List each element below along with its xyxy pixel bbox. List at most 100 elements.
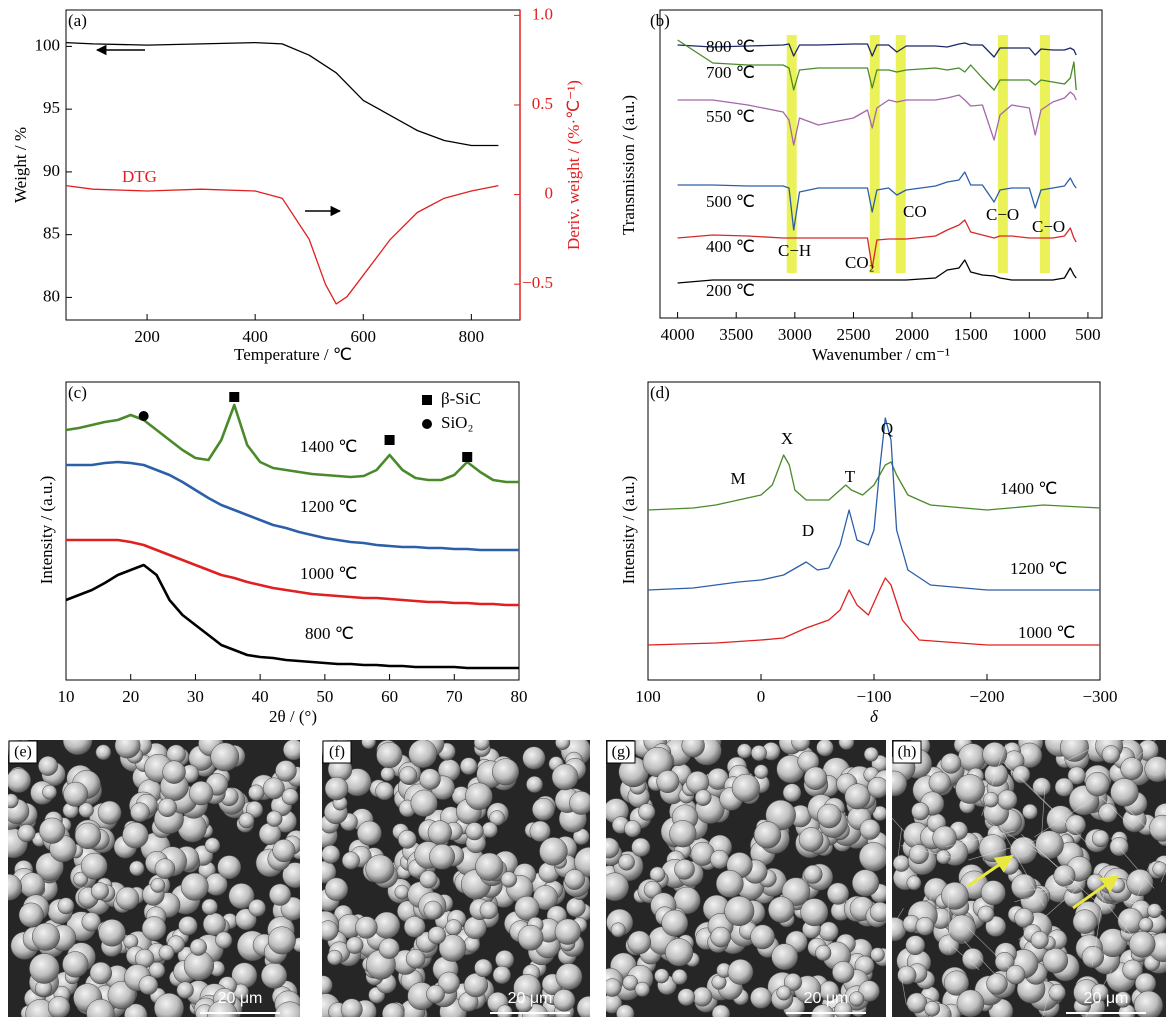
- particle: [530, 821, 551, 842]
- annotation: X: [781, 429, 793, 448]
- particle: [925, 1001, 940, 1016]
- x-tick-label: 40: [252, 687, 269, 706]
- x-tick-label: 600: [351, 327, 377, 346]
- series-label: 1200 ℃: [1010, 559, 1067, 578]
- y-tick-label: 100: [35, 35, 61, 54]
- x-tick-label: 30: [187, 687, 204, 706]
- annotation: C−O: [986, 205, 1019, 224]
- particle: [1022, 804, 1037, 819]
- particle: [1060, 733, 1088, 761]
- series-label: 550 ℃: [706, 107, 755, 126]
- annotation: Q: [881, 419, 893, 438]
- particle: [346, 937, 363, 954]
- particle: [18, 824, 35, 841]
- particle: [501, 872, 517, 888]
- x-tick-label: 0: [757, 687, 766, 706]
- particle: [189, 781, 213, 805]
- particle: [1147, 904, 1161, 918]
- highlight-band: [1040, 35, 1050, 273]
- x-tick-label: 50: [316, 687, 333, 706]
- particle: [215, 932, 232, 949]
- particle: [129, 861, 144, 876]
- particle: [1013, 766, 1030, 783]
- particle: [7, 768, 31, 792]
- sem-image: [0, 726, 308, 1019]
- particle: [1145, 756, 1170, 781]
- particle: [638, 804, 655, 821]
- particle: [249, 899, 266, 916]
- annotation: DTG: [122, 167, 157, 186]
- particle: [366, 855, 394, 883]
- particle: [283, 739, 304, 760]
- particle: [635, 982, 650, 997]
- particle: [151, 878, 165, 892]
- particle: [751, 925, 775, 949]
- particle: [566, 898, 585, 917]
- particle: [526, 776, 542, 792]
- particle: [929, 772, 951, 794]
- particle: [406, 949, 425, 968]
- particle: [981, 881, 1005, 905]
- series-label: 1200 ℃: [300, 497, 357, 516]
- x-axis-label: 2θ / (°): [269, 707, 317, 726]
- series-label: 700 ℃: [706, 63, 755, 82]
- particle: [662, 910, 688, 936]
- y2-tick-label: 1.0: [532, 4, 553, 23]
- particle: [906, 936, 925, 955]
- particle: [860, 819, 880, 839]
- y2-tick-label: −0.5: [522, 273, 553, 292]
- particle: [446, 919, 462, 935]
- legend-symbol: [422, 395, 432, 405]
- particle: [804, 767, 827, 790]
- particle: [611, 923, 625, 937]
- particle: [555, 735, 570, 750]
- x-axis-label: Temperature / ℃: [234, 345, 352, 364]
- particle: [269, 884, 291, 906]
- y-axis-label: Intensity / (a.u.): [619, 476, 638, 585]
- particle: [465, 783, 492, 810]
- particle: [58, 898, 74, 914]
- y-axis-label: Intensity / (a.u.): [37, 476, 56, 585]
- particle: [379, 938, 399, 958]
- x-tick-label: −200: [969, 687, 1004, 706]
- particle: [912, 802, 930, 820]
- x-tick-label: 500: [1075, 325, 1101, 344]
- particle: [4, 794, 18, 808]
- particle: [63, 782, 87, 806]
- x-axis-label: δ: [870, 707, 879, 726]
- y2-tick-label: 0: [545, 183, 554, 202]
- fiber: [1166, 770, 1170, 826]
- plot-frame: [660, 10, 1102, 318]
- particle: [181, 873, 208, 900]
- particle: [98, 801, 121, 824]
- particle: [116, 887, 139, 910]
- particle: [577, 996, 601, 1019]
- y2-axis-label: Deriv. weight / (%·℃⁻¹): [564, 80, 583, 250]
- series-label: 400 ℃: [706, 237, 755, 256]
- page: {"chart_data": [ {"type": "line", "panel…: [0, 0, 1172, 1019]
- particle: [282, 788, 298, 804]
- particle: [754, 822, 781, 849]
- particle: [428, 926, 446, 944]
- particle: [956, 774, 985, 803]
- panel-label: (b): [650, 11, 670, 30]
- particle: [845, 784, 870, 809]
- series-label: 500 ℃: [706, 192, 755, 211]
- particle: [261, 963, 287, 989]
- scale-bar-label: 20 μm: [218, 990, 263, 1007]
- particle: [273, 839, 295, 861]
- scale-bar-label: 20 μm: [804, 990, 849, 1007]
- y-tick-label: 85: [43, 224, 60, 243]
- particle: [1033, 778, 1051, 796]
- particle: [737, 744, 751, 758]
- legend-label: β-SiC: [441, 389, 481, 408]
- panel-label: (a): [68, 11, 87, 30]
- particle: [864, 747, 878, 761]
- series-label: 1000 ℃: [300, 564, 357, 583]
- particle: [628, 931, 651, 954]
- particle: [852, 870, 879, 897]
- scale-bar-label: 20 μm: [508, 990, 553, 1007]
- particle: [1082, 946, 1104, 968]
- series-line: [66, 565, 519, 668]
- particle: [801, 898, 828, 925]
